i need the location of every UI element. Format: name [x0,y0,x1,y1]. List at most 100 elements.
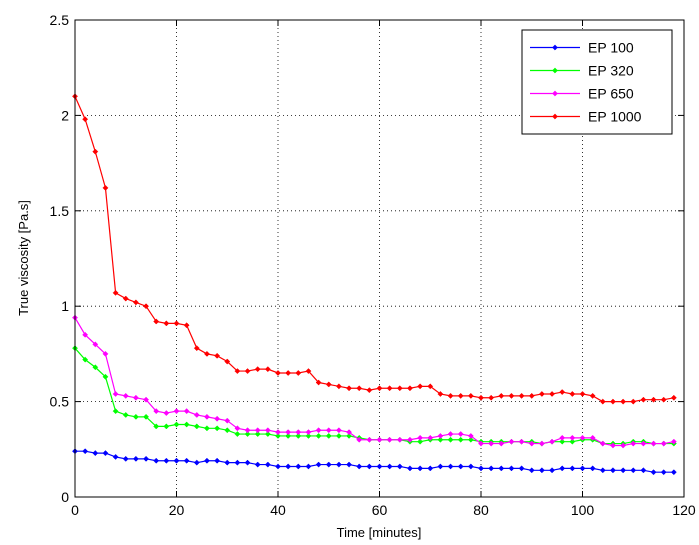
series-ep-650 [72,314,677,449]
data-point-ep-100 [234,459,241,466]
data-point-ep-1000 [153,318,160,325]
data-point-ep-650 [275,429,281,436]
data-point-ep-320 [122,412,129,418]
legend-label-ep-650: EP 650 [588,86,634,102]
data-point-ep-320 [264,431,271,437]
data-point-ep-320 [447,436,454,443]
y-tick-label: 2.5 [50,12,70,28]
data-point-ep-1000 [467,392,474,399]
data-point-ep-320 [315,432,322,439]
data-point-ep-1000 [193,345,200,352]
data-point-ep-650 [163,410,170,417]
data-point-ep-650 [417,434,424,441]
y-tick-label: 1.5 [50,203,70,219]
data-point-ep-100 [183,457,190,464]
legend-label-ep-1000: EP 1000 [588,109,642,125]
data-point-ep-1000 [579,391,586,397]
data-point-ep-650 [366,436,373,443]
data-point-ep-650 [264,427,271,434]
data-point-ep-1000 [650,396,657,403]
data-point-ep-100 [579,465,586,472]
data-point-ep-1000 [143,303,150,310]
x-tick-label: 100 [571,502,595,518]
data-point-ep-650 [315,427,322,434]
data-point-ep-1000 [275,370,281,376]
data-point-ep-320 [305,432,312,439]
data-point-ep-1000 [366,387,373,394]
data-point-ep-650 [630,440,637,447]
data-point-ep-320 [467,436,474,443]
x-tick-label: 0 [71,502,79,518]
data-point-ep-1000 [478,394,484,401]
data-point-ep-100 [508,465,515,472]
data-point-ep-320 [224,427,231,434]
data-point-ep-100 [640,467,647,474]
data-point-ep-1000 [447,392,454,399]
y-tick-label: 0.5 [50,394,70,410]
data-point-ep-1000 [670,394,677,401]
data-point-ep-320 [163,423,170,430]
data-point-ep-1000 [620,398,627,405]
data-point-ep-100 [620,467,627,474]
data-point-ep-100 [559,465,566,472]
data-point-ep-100 [82,448,89,455]
data-point-ep-100 [427,465,434,472]
data-point-ep-650 [569,434,576,441]
data-point-ep-320 [417,438,424,445]
data-point-ep-320 [559,438,566,445]
data-point-ep-650 [620,442,627,449]
data-point-ep-650 [579,434,586,441]
data-point-ep-100 [609,467,616,474]
data-point-ep-650 [406,436,413,443]
data-point-ep-100 [112,453,119,460]
data-point-ep-650 [528,440,535,447]
data-point-ep-100 [163,457,170,464]
x-tick-label: 20 [169,502,185,518]
y-axis-label: True viscosity [Pa.s] [16,200,31,316]
data-point-ep-650 [285,429,292,436]
data-point-ep-650 [214,415,221,422]
data-point-ep-650 [224,417,231,424]
data-point-ep-1000 [163,320,170,327]
data-point-ep-1000 [254,366,261,373]
data-point-ep-1000 [488,394,495,401]
data-point-ep-650 [386,436,393,443]
data-point-ep-320 [295,432,302,439]
legend-label-ep-320: EP 320 [588,63,634,79]
data-point-ep-650 [143,396,150,403]
data-point-ep-1000 [660,396,667,403]
data-point-ep-100 [478,465,484,472]
data-point-ep-1000 [173,320,180,327]
data-point-ep-320 [254,431,261,437]
data-point-ep-650 [183,408,190,415]
data-point-ep-650 [102,350,109,357]
data-point-ep-650 [396,436,403,443]
data-point-ep-1000 [122,295,129,302]
data-point-ep-320 [346,432,353,439]
data-point-ep-1000 [518,392,525,399]
data-point-ep-100 [467,463,474,470]
data-point-ep-650 [356,436,363,443]
data-point-ep-650 [650,440,657,447]
legend-marker-ep-650 [552,90,558,97]
data-point-ep-100 [437,463,444,470]
data-point-ep-650 [112,391,119,397]
data-point-ep-100 [315,461,322,468]
data-point-ep-650 [427,434,434,441]
data-point-ep-320 [234,431,241,437]
x-tick-label: 40 [270,502,286,518]
data-point-ep-1000 [640,396,647,403]
data-point-ep-1000 [183,322,190,329]
data-point-ep-650 [346,429,353,436]
data-point-ep-100 [376,463,383,470]
data-point-ep-1000 [437,391,444,397]
x-tick-label: 80 [473,502,489,518]
data-point-ep-320 [214,425,221,432]
data-point-ep-100 [264,461,271,468]
data-point-ep-320 [82,356,89,363]
data-point-ep-650 [153,408,160,415]
data-point-ep-320 [143,413,150,420]
data-point-ep-650 [295,429,302,436]
data-point-ep-650 [234,425,241,432]
data-point-ep-650 [173,408,180,415]
